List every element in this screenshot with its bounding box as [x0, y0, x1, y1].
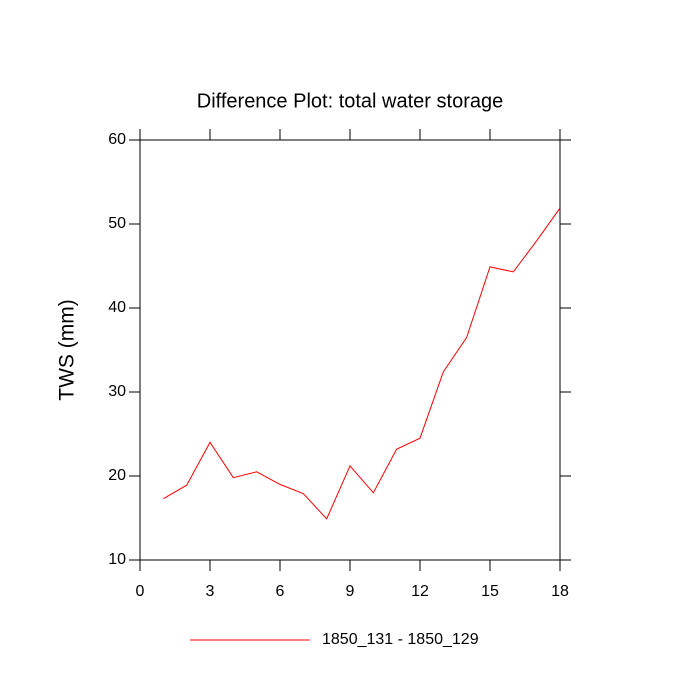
y-tick-label: 10	[108, 551, 126, 568]
data-line	[163, 207, 561, 520]
y-tick-label: 60	[108, 131, 126, 148]
legend-label: 1850_131 - 1850_129	[322, 631, 479, 648]
x-tick-label: 12	[411, 583, 429, 600]
y-axis-label: TWS (mm)	[56, 299, 79, 400]
plot-frame	[139, 139, 561, 561]
x-tick-label: 15	[481, 583, 499, 600]
y-tick-label: 50	[108, 215, 126, 232]
x-tick-label: 0	[136, 583, 145, 600]
y-tick-label: 30	[108, 383, 126, 400]
chart-title: Difference Plot: total water storage	[197, 90, 503, 112]
x-tick-label: 18	[551, 583, 569, 600]
y-tick-label: 40	[108, 299, 126, 316]
y-tick-label: 20	[108, 467, 126, 484]
x-tick-label: 6	[276, 583, 285, 600]
x-tick-label: 3	[206, 583, 215, 600]
x-tick-label: 9	[346, 583, 355, 600]
